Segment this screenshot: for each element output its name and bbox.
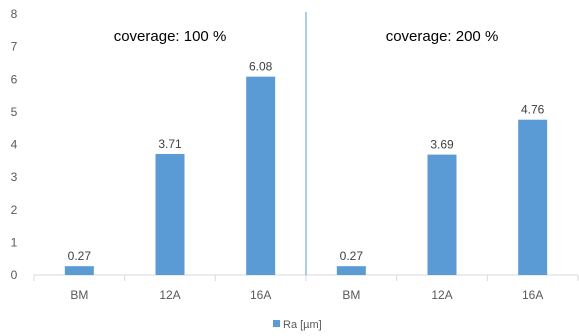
x-tick-label: 16A (250, 288, 271, 302)
data-label: 0.27 (68, 249, 92, 263)
legend-swatch (273, 320, 280, 327)
y-axis: 0 1 2 3 4 5 6 7 8 (11, 7, 18, 282)
y-tick-label: 8 (11, 7, 18, 21)
coverage-annotation: coverage: 100 % (114, 28, 227, 45)
y-tick-label: 5 (11, 105, 18, 119)
legend-label: Ra [µm] (283, 319, 322, 331)
bar (336, 266, 366, 275)
y-tick-label: 1 (11, 235, 18, 249)
bar (155, 153, 185, 275)
y-tick-label: 0 (11, 268, 18, 282)
legend: Ra [µm] (273, 319, 322, 331)
y-tick-label: 4 (11, 138, 18, 152)
bar-series (64, 76, 548, 275)
data-label: 3.69 (430, 138, 454, 152)
x-tick-label: BM (342, 288, 360, 302)
bar (427, 154, 457, 275)
annotations: coverage: 100 % coverage: 200 % (114, 12, 499, 275)
data-labels: 0.27 3.71 6.08 0.27 3.69 4.76 (68, 60, 545, 264)
data-label: 6.08 (249, 60, 273, 74)
y-tick-label: 6 (11, 72, 18, 86)
bar (518, 119, 548, 275)
x-tick-label: 12A (431, 288, 452, 302)
x-axis: BM 12A 16A BM 12A 16A (33, 274, 579, 302)
y-tick-label: 7 (11, 40, 18, 54)
bar (64, 266, 94, 275)
bar (246, 76, 276, 275)
coverage-annotation: coverage: 200 % (386, 28, 499, 45)
data-label: 3.71 (158, 137, 182, 151)
x-tick-label: 16A (522, 288, 543, 302)
data-label: 0.27 (340, 249, 364, 263)
data-label: 4.76 (521, 103, 545, 117)
y-tick-label: 3 (11, 170, 18, 184)
x-tick-label: 12A (159, 288, 180, 302)
x-tick-label: BM (70, 288, 88, 302)
y-tick-label: 2 (11, 203, 18, 217)
